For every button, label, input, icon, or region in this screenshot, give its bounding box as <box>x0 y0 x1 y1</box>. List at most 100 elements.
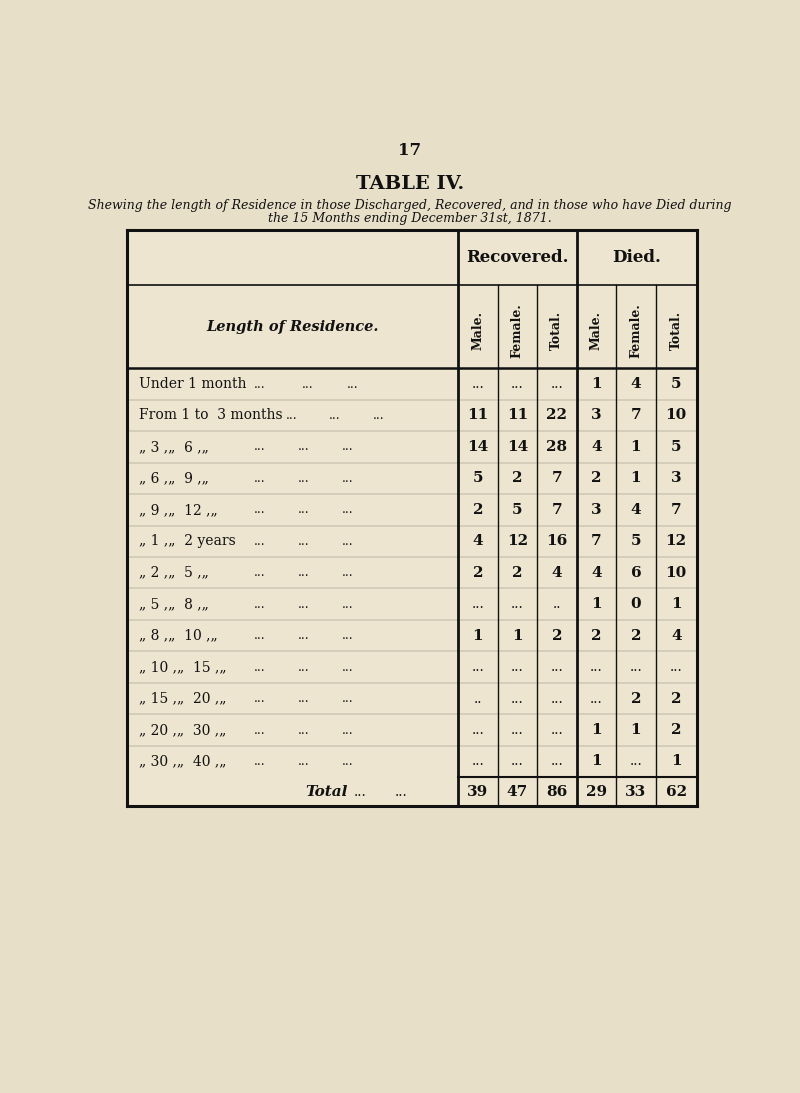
Text: 3: 3 <box>591 409 602 423</box>
Text: 1: 1 <box>671 754 682 768</box>
Bar <box>127 230 697 807</box>
Text: ...: ... <box>254 472 265 485</box>
Text: 17: 17 <box>398 142 422 158</box>
Text: 7: 7 <box>630 409 642 423</box>
Text: ...: ... <box>254 598 265 611</box>
Text: „ 5 ,„  8 ,„: „ 5 ,„ 8 ,„ <box>138 597 213 611</box>
Text: ...: ... <box>298 692 310 705</box>
Text: 2: 2 <box>512 471 522 485</box>
Text: ...: ... <box>342 692 354 705</box>
Text: 1: 1 <box>630 722 642 737</box>
Text: 4: 4 <box>630 377 642 391</box>
Text: 4: 4 <box>630 503 642 517</box>
Text: ...: ... <box>394 785 407 799</box>
Text: Total.: Total. <box>670 312 682 350</box>
Text: ...: ... <box>298 566 310 579</box>
Text: „ 20 ,„  30 ,„: „ 20 ,„ 30 ,„ <box>138 722 230 737</box>
Text: 47: 47 <box>506 785 528 799</box>
Text: Shewing the length of Residence in those Discharged, Recovered, and in those who: Shewing the length of Residence in those… <box>88 199 732 212</box>
Text: 1: 1 <box>591 377 602 391</box>
Text: 14: 14 <box>467 440 489 454</box>
Text: 62: 62 <box>666 785 686 799</box>
Text: ...: ... <box>550 660 563 674</box>
Text: ..: .. <box>553 597 561 611</box>
Text: ...: ... <box>298 598 310 611</box>
Text: 2: 2 <box>591 628 602 643</box>
Text: Female.: Female. <box>511 303 524 359</box>
Text: Female.: Female. <box>630 303 642 359</box>
Text: 2: 2 <box>473 566 483 579</box>
Text: 7: 7 <box>671 503 682 517</box>
Text: ...: ... <box>550 377 563 391</box>
Text: „ 15 ,„  20 ,„: „ 15 ,„ 20 ,„ <box>138 692 230 706</box>
Text: ...: ... <box>254 377 265 390</box>
Text: 0: 0 <box>630 597 642 611</box>
Text: ...: ... <box>354 785 367 799</box>
Text: „ 6 ,„  9 ,„: „ 6 ,„ 9 ,„ <box>138 471 213 485</box>
Text: 5: 5 <box>473 471 483 485</box>
Text: 7: 7 <box>591 534 602 549</box>
Text: Total: Total <box>306 785 348 799</box>
Text: ...: ... <box>373 409 385 422</box>
Text: ...: ... <box>298 440 310 454</box>
Text: 1: 1 <box>671 597 682 611</box>
Text: ...: ... <box>342 755 354 768</box>
Text: 2: 2 <box>591 471 602 485</box>
Text: ..: .. <box>474 692 482 706</box>
Text: 5: 5 <box>630 534 641 549</box>
Text: Length of Residence.: Length of Residence. <box>206 320 379 333</box>
Text: „ 8 ,„  10 ,„: „ 8 ,„ 10 ,„ <box>138 628 222 643</box>
Text: ...: ... <box>550 754 563 768</box>
Text: 4: 4 <box>671 628 682 643</box>
Text: 1: 1 <box>473 628 483 643</box>
Text: 22: 22 <box>546 409 567 423</box>
Text: ...: ... <box>511 754 524 768</box>
Text: ...: ... <box>329 409 340 422</box>
Text: ...: ... <box>342 504 354 516</box>
Text: „ 9 ,„  12 ,„: „ 9 ,„ 12 ,„ <box>138 503 222 517</box>
Text: 2: 2 <box>512 566 522 579</box>
Text: Total.: Total. <box>550 312 563 350</box>
Text: 2: 2 <box>473 503 483 517</box>
Text: ...: ... <box>254 692 265 705</box>
Text: ...: ... <box>471 660 484 674</box>
Text: 5: 5 <box>512 503 522 517</box>
Text: 6: 6 <box>630 566 642 579</box>
Text: ...: ... <box>511 377 524 391</box>
Text: ...: ... <box>670 660 682 674</box>
Text: 86: 86 <box>546 785 567 799</box>
Text: 1: 1 <box>591 597 602 611</box>
Text: ...: ... <box>471 377 484 391</box>
Text: 2: 2 <box>671 722 682 737</box>
Text: ...: ... <box>254 440 265 454</box>
Text: ...: ... <box>298 630 310 643</box>
Text: ...: ... <box>254 755 265 768</box>
Text: ...: ... <box>342 534 354 548</box>
Text: ...: ... <box>298 534 310 548</box>
Text: ...: ... <box>511 597 524 611</box>
Text: From 1 to  3 months: From 1 to 3 months <box>138 409 282 423</box>
Text: 4: 4 <box>551 566 562 579</box>
Text: ...: ... <box>342 440 354 454</box>
Text: ...: ... <box>511 692 524 706</box>
Text: ...: ... <box>298 724 310 737</box>
Text: „ 30 ,„  40 ,„: „ 30 ,„ 40 ,„ <box>138 754 230 768</box>
Text: 1: 1 <box>512 628 522 643</box>
Text: 29: 29 <box>586 785 607 799</box>
Text: Male.: Male. <box>590 312 603 350</box>
Text: 12: 12 <box>666 534 686 549</box>
Text: ...: ... <box>298 472 310 485</box>
Text: TABLE IV.: TABLE IV. <box>356 175 464 192</box>
Text: ...: ... <box>342 566 354 579</box>
Text: ...: ... <box>254 534 265 548</box>
Text: 28: 28 <box>546 440 567 454</box>
Text: 4: 4 <box>591 440 602 454</box>
Text: 2: 2 <box>630 692 641 706</box>
Text: ...: ... <box>298 755 310 768</box>
Text: 10: 10 <box>666 566 687 579</box>
Text: the 15 Months ending December 31st, 1871.: the 15 Months ending December 31st, 1871… <box>268 212 552 225</box>
Text: ...: ... <box>550 722 563 737</box>
Text: Male.: Male. <box>471 312 484 350</box>
Text: „ 1 ,„  2 years: „ 1 ,„ 2 years <box>138 534 235 549</box>
Text: ...: ... <box>298 504 310 516</box>
